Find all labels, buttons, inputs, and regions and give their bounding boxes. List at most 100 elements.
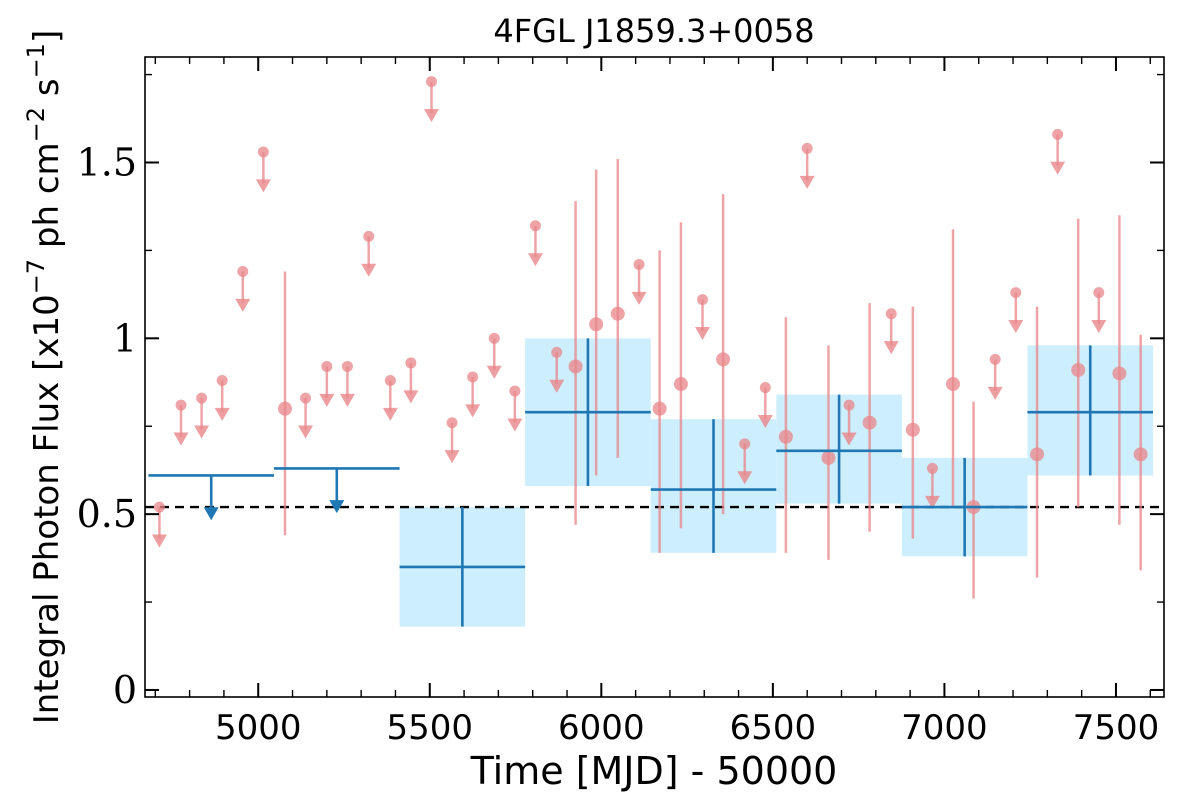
short-bin-upper-limit-marker <box>801 142 813 154</box>
short-bin-upper-limit-marker <box>237 266 249 278</box>
short-bin-upper-limit-marker <box>341 360 353 372</box>
y-axis-label: Integral Photon Flux [x10−7 ph cm−2 s−1] <box>22 30 67 724</box>
short-bin-upper-limit-marker <box>363 230 375 242</box>
short-bin-upper-limit-arrow <box>235 298 251 312</box>
short-bin-upper-limit-arrow <box>361 263 377 277</box>
short-bin-upper-limit-marker <box>926 462 938 474</box>
short-bin-upper-limit-arrow <box>1008 320 1024 334</box>
short-bin-point <box>716 352 731 367</box>
short-bin-upper-limit-arrow <box>423 109 439 123</box>
short-bin-upper-limit-marker <box>384 375 396 387</box>
y-axis-label-exp1: −7 <box>22 259 50 294</box>
short-bin-upper-limit-marker <box>759 382 771 394</box>
axes: 5000 5500 6000 6500 7000 7500 0 0.5 1 1.5 <box>77 56 1165 748</box>
short-bin-point <box>1133 447 1148 462</box>
short-bin-upper-limit-arrow <box>486 365 502 379</box>
short-bin-point <box>821 450 836 465</box>
short-bin-upper-limit-arrow <box>799 175 815 189</box>
short-bin-upper-limit-marker <box>405 357 417 369</box>
short-bin-upper-limit-marker <box>425 76 437 88</box>
short-bin-point <box>277 401 292 416</box>
plot-frame <box>144 56 1165 698</box>
chart-title: 4FGL J1859.3+0058 <box>493 12 814 50</box>
short-bin-upper-limit-arrow <box>382 407 398 421</box>
short-bin-point <box>673 377 688 392</box>
short-bin-point <box>610 306 625 321</box>
short-bin-upper-limit-arrow <box>319 393 335 407</box>
x-axis-label: Time [MJD] - 50000 <box>470 749 838 793</box>
long-bin-series <box>148 338 1154 627</box>
short-bin-point <box>778 429 793 444</box>
y-axis-label-exp3: −1 <box>22 43 50 78</box>
short-bin-point <box>905 422 920 437</box>
short-bin-upper-limit-arrow <box>631 291 647 305</box>
x-tick-label: 7000 <box>901 708 988 748</box>
short-bin-upper-limit-arrow <box>695 327 711 341</box>
short-bin-upper-limit-marker <box>989 353 1001 365</box>
long-bin-upper-limit-arrow <box>329 500 345 514</box>
short-bin-upper-limit-arrow <box>527 253 543 267</box>
x-tick-label: 6500 <box>730 708 817 748</box>
short-bin-upper-limit-arrow <box>403 390 419 404</box>
short-bin-upper-limit-arrow <box>1091 320 1107 334</box>
short-bin-upper-limit-arrow <box>1050 161 1066 175</box>
short-bin-series <box>151 76 1148 599</box>
short-bin-upper-limit-arrow <box>255 179 271 193</box>
short-bin-upper-limit-arrow <box>151 534 167 548</box>
short-bin-upper-limit-marker <box>529 220 541 232</box>
x-tick-label: 5500 <box>387 708 474 748</box>
short-bin-upper-limit-marker <box>1052 128 1064 140</box>
y-axis-label-part3: s <box>27 78 67 107</box>
short-bin-upper-limit-marker <box>509 385 521 397</box>
short-bin-upper-limit-marker <box>633 258 645 270</box>
short-bin-point <box>1112 366 1127 381</box>
x-tick-label: 7500 <box>1073 708 1160 748</box>
short-bin-upper-limit-arrow <box>298 425 314 439</box>
short-bin-upper-limit-marker <box>196 392 208 404</box>
short-bin-upper-limit-marker <box>1093 287 1105 299</box>
short-bin-upper-limit-marker <box>739 438 751 450</box>
short-bin-upper-limit-marker <box>175 399 187 411</box>
short-bin-upper-limit-marker <box>885 308 897 320</box>
short-bin-upper-limit-marker <box>467 371 479 383</box>
short-bin-upper-limit-arrow <box>757 414 773 428</box>
short-bin-upper-limit-marker <box>321 360 333 372</box>
short-bin-upper-limit-marker <box>697 294 709 306</box>
y-tick-label: 1 <box>113 316 137 360</box>
short-bin-upper-limit-marker <box>216 375 228 387</box>
x-tick-label: 5000 <box>215 708 302 748</box>
short-bin-upper-limit-arrow <box>465 404 481 418</box>
x-tick-label: 6000 <box>558 708 645 748</box>
short-bin-point <box>1030 447 1045 462</box>
short-bin-point <box>945 377 960 392</box>
short-bin-point <box>589 317 604 332</box>
short-bin-upper-limit-arrow <box>841 432 857 446</box>
long-bin-upper-limit-arrow <box>203 507 219 521</box>
short-bin-upper-limit-arrow <box>549 379 565 393</box>
y-axis-label-part2: ph cm <box>27 142 67 259</box>
short-bin-upper-limit-marker <box>153 501 165 513</box>
short-bin-upper-limit-arrow <box>194 425 210 439</box>
short-bin-upper-limit-arrow <box>214 407 230 421</box>
y-axis-label-exp2: −2 <box>22 107 50 142</box>
short-bin-point <box>862 415 877 430</box>
short-bin-upper-limit-marker <box>1010 287 1022 299</box>
short-bin-upper-limit-arrow <box>339 393 355 407</box>
short-bin-upper-limit-marker <box>446 417 458 429</box>
y-tick-label: 0 <box>113 668 137 712</box>
y-tick-label: 1.5 <box>77 140 137 184</box>
y-axis-label-part4: ] <box>27 30 67 43</box>
short-bin-upper-limit-marker <box>488 332 500 344</box>
short-bin-upper-limit-arrow <box>883 341 899 355</box>
short-bin-upper-limit-marker <box>551 346 563 358</box>
short-bin-point <box>1071 362 1086 377</box>
long-bin-bands <box>399 338 1154 627</box>
short-bin-upper-limit-marker <box>843 399 855 411</box>
short-bin-upper-limit-marker <box>257 146 269 158</box>
short-bin-point <box>568 359 583 374</box>
short-bin-upper-limit-arrow <box>737 471 753 485</box>
short-bin-upper-limit-marker <box>300 392 312 404</box>
y-tick-label: 0.5 <box>77 492 137 536</box>
short-bin-upper-limit-arrow <box>173 432 189 446</box>
